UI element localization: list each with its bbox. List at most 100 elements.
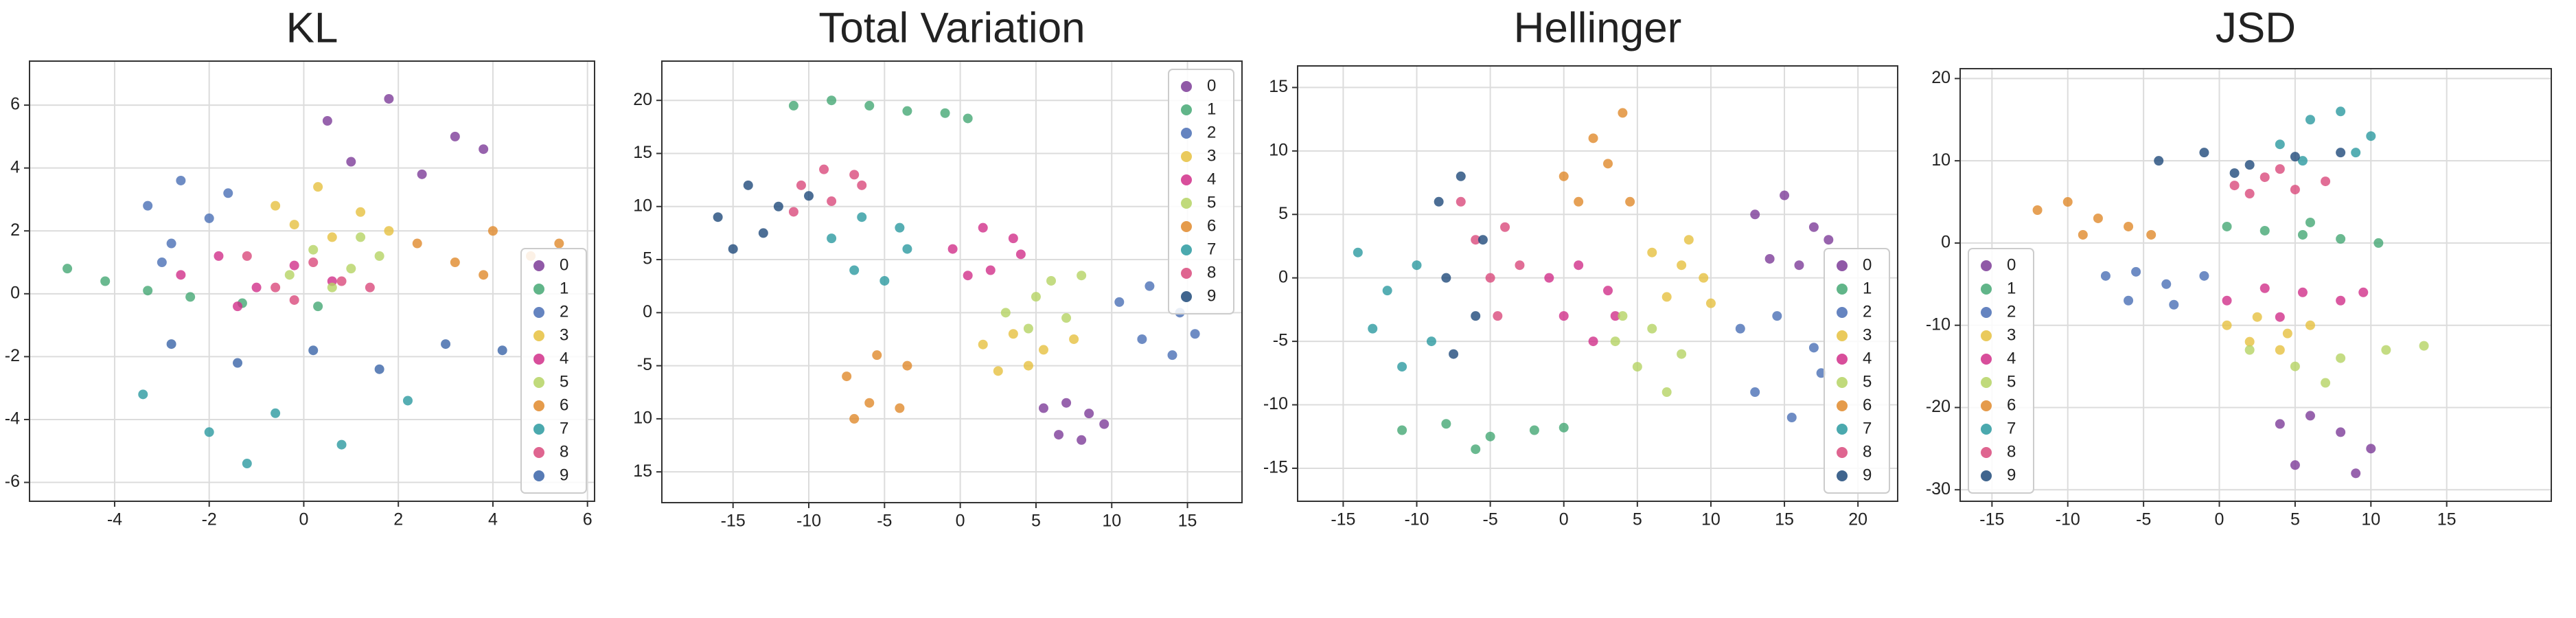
legend-label: 7	[1863, 419, 1872, 437]
point	[271, 201, 281, 211]
point	[2297, 156, 2308, 166]
point	[1137, 334, 1147, 344]
point	[402, 396, 413, 406]
legend-box	[1824, 248, 1890, 494]
point	[728, 244, 738, 254]
legend-label: 4	[560, 349, 568, 367]
legend-label: 3	[1863, 325, 1872, 344]
point	[2154, 156, 2164, 166]
point	[864, 100, 875, 111]
point	[902, 106, 912, 116]
point	[223, 188, 233, 198]
point	[2305, 320, 2315, 330]
legend-label: 0	[1207, 76, 1216, 95]
legend-label: 4	[2007, 349, 2016, 367]
y-tick-label: -6	[5, 472, 20, 491]
point	[2275, 345, 2285, 355]
legend-marker	[1981, 470, 1992, 481]
legend-label: 7	[1207, 240, 1216, 258]
point	[450, 131, 460, 141]
point	[2419, 341, 2429, 351]
chart-title: Hellinger	[1514, 4, 1682, 52]
plot-frame	[29, 60, 595, 502]
point	[2336, 427, 2346, 437]
point	[412, 238, 422, 249]
y-tick-label: 15	[1269, 77, 1288, 96]
y-tick-label: -10	[1926, 314, 1951, 334]
point	[1574, 196, 1584, 207]
point	[1610, 311, 1620, 321]
point	[2032, 205, 2043, 216]
legend-label: 9	[560, 466, 568, 484]
point	[1449, 349, 1459, 359]
legend-label: 1	[560, 279, 568, 297]
y-tick-label: 10	[1931, 150, 1951, 170]
legend-label: 5	[1863, 372, 1872, 391]
panel: KL -4 -2 0 2 4 6 -6 -4 -2 0 2 4 6 0 1 2 3 4 5 6 7 8 9	[5, 4, 595, 529]
point	[497, 345, 507, 356]
legend-label: 5	[2007, 372, 2016, 391]
point	[2275, 164, 2285, 174]
legend-label: 0	[2007, 255, 2016, 274]
point	[1015, 249, 1026, 260]
point	[1661, 292, 1672, 302]
point	[214, 251, 224, 261]
point	[2321, 176, 2331, 187]
legend-marker	[1981, 400, 1992, 411]
y-tick-label: 10	[633, 409, 652, 428]
legend-marker	[533, 447, 544, 458]
y-tick-label: -15	[1263, 458, 1288, 477]
point	[1397, 425, 1407, 435]
plot-frame	[1959, 68, 2552, 502]
point	[857, 212, 867, 222]
legend-marker	[1181, 128, 1192, 139]
point	[2321, 378, 2331, 388]
point	[1610, 336, 1620, 347]
point	[166, 339, 176, 350]
legend-label: 0	[560, 255, 568, 274]
point	[1099, 419, 1109, 429]
x-tick-label: 0	[956, 512, 965, 531]
legend-marker	[1837, 470, 1848, 481]
point	[1559, 171, 1569, 181]
point	[788, 207, 798, 217]
legend-marker	[1181, 151, 1192, 162]
point	[2381, 345, 2391, 355]
point	[2169, 299, 2179, 310]
point	[289, 295, 299, 305]
point	[1190, 329, 1200, 339]
point	[1529, 425, 1539, 435]
point	[1397, 362, 1407, 372]
point	[849, 170, 860, 180]
point	[143, 286, 153, 296]
point	[1077, 435, 1087, 445]
point	[2199, 271, 2209, 281]
point	[1705, 298, 1716, 308]
legend: 0 1 2 3 4 5 6 7 8 9	[1168, 69, 1234, 314]
point	[2290, 185, 2300, 195]
plot-frame	[1297, 65, 1898, 502]
x-tick-label: -5	[1483, 510, 1498, 529]
y-tick-label: 2	[10, 220, 20, 240]
y-tick-label: 4	[10, 157, 20, 176]
point	[327, 232, 337, 242]
point	[796, 180, 806, 190]
point	[365, 282, 375, 293]
point	[2161, 279, 2172, 289]
point	[2229, 181, 2240, 191]
point	[1382, 286, 1392, 296]
point	[2366, 131, 2376, 141]
y-tick-label: 5	[643, 249, 652, 268]
point	[1808, 222, 1819, 232]
point	[1602, 159, 1613, 169]
legend-marker	[1837, 330, 1848, 341]
legend-label: 6	[1863, 396, 1872, 414]
point	[1750, 209, 1760, 220]
point	[100, 276, 111, 286]
y-tick-label: 15	[633, 143, 652, 162]
point	[204, 427, 214, 437]
x-tick-label: -15	[1331, 510, 1355, 529]
point	[336, 439, 347, 450]
legend-label: 8	[1863, 442, 1872, 461]
point	[940, 108, 950, 118]
